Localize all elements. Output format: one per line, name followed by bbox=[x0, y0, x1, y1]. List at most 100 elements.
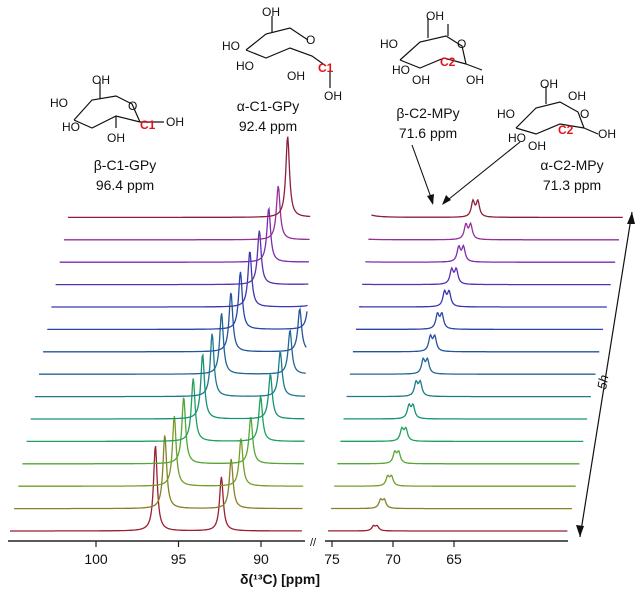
atom-o: O bbox=[306, 33, 315, 47]
alpha-c1-gpy-name: α-C1-GPy bbox=[237, 98, 300, 114]
atom-o: O bbox=[457, 37, 466, 51]
beta-c2-mpy-ppm: 71.6 ppm bbox=[399, 125, 457, 141]
atom-c1: C1 bbox=[140, 118, 156, 132]
spectrum-trace-11-right bbox=[359, 289, 607, 308]
spectrum-trace-3-right bbox=[334, 474, 576, 487]
atom-ho: HO bbox=[392, 63, 410, 77]
alpha-c1-gpy-ppm: 92.4 ppm bbox=[239, 118, 297, 134]
atom-ho: HO bbox=[222, 39, 240, 53]
spectrum-trace-14-right bbox=[368, 221, 619, 241]
time-arrowhead-bottom bbox=[576, 525, 584, 537]
ring-bottom-edge bbox=[399, 57, 467, 69]
x-ticks: 100 95 90 75 70 65 bbox=[84, 541, 462, 567]
atom-oh: OH bbox=[287, 69, 305, 83]
ring-top-edge bbox=[245, 27, 309, 51]
spectrum-trace-1-left bbox=[10, 445, 302, 532]
atom-c1: C1 bbox=[318, 61, 334, 75]
x-tick-label: 90 bbox=[253, 551, 269, 567]
atom-oh: OH bbox=[412, 73, 430, 87]
spectrum-trace-8-left bbox=[39, 313, 306, 375]
atom-oh: OH bbox=[568, 89, 586, 103]
beta-c2-mpy-name: β-C2-MPy bbox=[396, 105, 459, 121]
spectrum-trace-15-right bbox=[371, 198, 623, 219]
beta-c2-arrowhead bbox=[427, 194, 434, 205]
spectrum-trace-4-right bbox=[337, 450, 580, 465]
atom-ho: HO bbox=[50, 96, 68, 110]
time-arrow: 5h bbox=[576, 211, 635, 538]
spectrum-trace-12-right bbox=[362, 266, 611, 286]
time-arrowhead-top bbox=[627, 212, 635, 224]
atom-oh: OH bbox=[92, 73, 110, 87]
ring-bottom-edge bbox=[245, 47, 327, 67]
spectrum-trace-15-left bbox=[68, 136, 311, 219]
atom-oh: OH bbox=[598, 127, 616, 141]
spectrum-trace-2-right bbox=[331, 497, 572, 510]
spectrum-trace-12-left bbox=[55, 230, 309, 286]
spectrum-trace-2-left bbox=[14, 435, 303, 510]
time-axis-label: 5h bbox=[594, 374, 611, 391]
x-axis-label: δ(¹³C) [ppm] bbox=[240, 571, 320, 587]
alpha-c2-arrowhead bbox=[442, 195, 451, 205]
beta-c1-gpy-structure bbox=[73, 82, 164, 129]
ring-bottom-edge bbox=[73, 115, 141, 129]
x-tick-label: 65 bbox=[446, 551, 462, 567]
spectrum-trace-4-left bbox=[22, 397, 304, 465]
atom-oh: OH bbox=[166, 115, 184, 129]
atom-oh: OH bbox=[528, 139, 546, 153]
spectrum-trace-7-left bbox=[34, 333, 306, 398]
alpha-c2-mpy-name: α-C2-MPy bbox=[540, 157, 603, 173]
spectrum-trace-3-left bbox=[18, 416, 304, 487]
atom-c2: C2 bbox=[440, 55, 456, 69]
spectrum-trace-13-left bbox=[59, 206, 309, 263]
atom-oh: OH bbox=[466, 73, 484, 87]
spectrum-trace-10-right bbox=[356, 312, 604, 331]
spectrum-trace-7-right bbox=[346, 379, 591, 398]
beta-c2-mpy-structure bbox=[399, 18, 483, 71]
atom-ho: HO bbox=[380, 37, 398, 51]
spectrum-trace-14-left bbox=[63, 185, 310, 241]
spectrum-trace-10-left bbox=[47, 271, 308, 331]
time-arrow-line bbox=[579, 211, 633, 538]
atom-o: O bbox=[128, 99, 137, 113]
x-tick-label: 70 bbox=[385, 551, 401, 567]
alpha-c2-mpy-structure bbox=[515, 86, 599, 135]
alpha-c2-mpy-atoms: OH OH HO HO O C2 OH OH bbox=[497, 77, 616, 153]
atom-ho: HO bbox=[497, 107, 515, 121]
c1-oh-bond bbox=[583, 127, 599, 135]
c1-oh-bond bbox=[465, 63, 483, 71]
spectrum-trace-9-right bbox=[352, 333, 600, 353]
x-tick-label: 100 bbox=[84, 551, 108, 567]
alpha-c1-gpy-atoms: OH HO HO O C1 OH OH bbox=[222, 5, 342, 103]
ring-top-edge bbox=[399, 35, 467, 65]
x-axis: // 100 95 90 75 70 65 δ(¹³C) [ppm] bbox=[8, 537, 568, 587]
spectrum-trace-6-right bbox=[343, 402, 588, 420]
atom-ho: HO bbox=[508, 131, 526, 145]
alpha-c2-arrow bbox=[443, 141, 521, 204]
beta-c2-mpy-atoms: OH HO HO O C2 OH OH bbox=[380, 9, 484, 87]
spectrum-trace-9-left bbox=[43, 292, 307, 353]
atom-oh: OH bbox=[324, 89, 342, 103]
atom-oh: OH bbox=[107, 131, 125, 145]
atom-oh: OH bbox=[540, 77, 558, 91]
beta-c1-gpy-name: β-C1-GPy bbox=[94, 157, 157, 173]
ring-bottom-edge bbox=[515, 123, 585, 135]
atom-oh: OH bbox=[426, 9, 444, 23]
peak-arrows bbox=[411, 141, 521, 205]
beta-c2-arrow bbox=[411, 144, 434, 204]
peak-labels: β-C1-GPy 96.4 ppm α-C1-GPy 92.4 ppm β-C2… bbox=[94, 98, 604, 193]
spectrum-trace-6-left bbox=[30, 353, 305, 420]
alpha-c2-mpy-ppm: 71.3 ppm bbox=[543, 177, 601, 193]
axis-break-mark: // bbox=[310, 537, 317, 549]
atom-o: O bbox=[580, 107, 589, 121]
stacked-spectra bbox=[10, 136, 623, 532]
alpha-c1-gpy-structure bbox=[245, 16, 331, 88]
atom-ho: HO bbox=[236, 59, 254, 73]
atom-oh: OH bbox=[262, 5, 280, 19]
spectrum-trace-11-left bbox=[51, 251, 308, 308]
x-tick-label: 95 bbox=[171, 551, 187, 567]
beta-c1-gpy-atoms: OH HO HO O C1 OH OH bbox=[50, 73, 184, 145]
atom-c2: C2 bbox=[558, 123, 574, 137]
atom-ho: HO bbox=[62, 120, 80, 134]
x-tick-label: 75 bbox=[324, 551, 340, 567]
ring-top-edge bbox=[73, 95, 141, 123]
